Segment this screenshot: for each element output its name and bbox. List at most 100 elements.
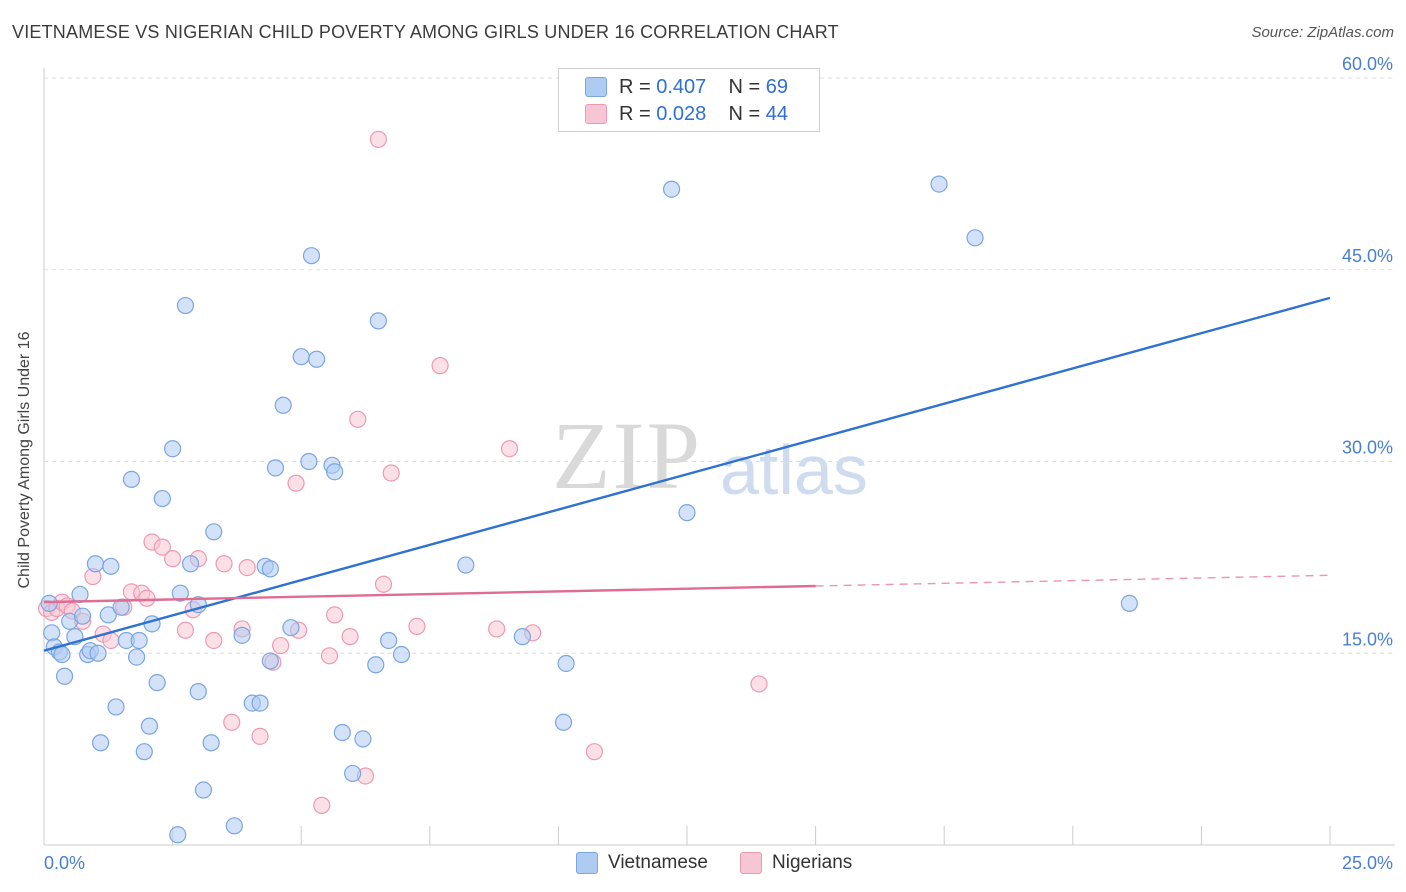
vietnamese-point xyxy=(73,607,92,625)
x-tick-label: 0.0% xyxy=(44,853,85,873)
vietnamese-point xyxy=(380,631,398,650)
nigerians-point xyxy=(374,575,393,593)
vietnamese-point xyxy=(194,781,213,799)
vietnamese-point xyxy=(225,817,243,835)
vietnamese-point xyxy=(966,229,984,247)
legend-label-vietnamese: Vietnamese xyxy=(608,852,708,873)
vietnamese-point xyxy=(392,645,411,664)
vietnamese-point xyxy=(326,463,344,481)
nigerians-point xyxy=(205,631,223,650)
vietnamese-point xyxy=(308,350,326,368)
legend-r-value: 0.028 xyxy=(656,102,707,125)
vietnamese-point xyxy=(107,698,125,716)
vietnamese-point xyxy=(112,598,130,616)
legend-r-label: R = xyxy=(619,102,651,125)
vietnamese-point xyxy=(282,619,300,637)
vietnamese-point xyxy=(43,624,61,642)
vietnamese-point xyxy=(274,396,292,414)
x-tick-label: 25.0% xyxy=(1342,853,1393,873)
legend-row-nigerians: R = 0.028 N = 44 xyxy=(585,102,788,126)
nigerians-point xyxy=(750,675,768,693)
vietnamese-point xyxy=(233,626,251,644)
vietnamese-point xyxy=(302,247,321,265)
source-label: Source: ZipAtlas.com xyxy=(1251,24,1394,41)
vietnamese-point xyxy=(130,631,148,650)
nigerians-point xyxy=(488,620,506,638)
vietnamese-point xyxy=(171,584,189,602)
vietnamese-point xyxy=(55,667,74,685)
nigerians-point xyxy=(164,550,182,568)
vietnamese-point xyxy=(40,594,58,612)
y-tick-label: 15.0% xyxy=(1342,629,1393,649)
vietnamese-point xyxy=(266,459,285,477)
nigerians-point xyxy=(176,621,195,639)
vietnamese-point xyxy=(164,440,182,458)
vietnamese-point xyxy=(354,730,372,748)
nigerians-point xyxy=(349,410,367,428)
vietnamese-point xyxy=(300,452,318,471)
nigerians-point xyxy=(153,538,171,556)
chart-title: VIETNAMESE VS NIGERIAN CHILD POVERTY AMO… xyxy=(12,22,839,42)
vietnamese-point xyxy=(143,615,161,633)
nigerians-point xyxy=(223,713,241,731)
vietnamese-point xyxy=(1120,594,1138,612)
vietnamese-point xyxy=(557,654,575,673)
vietnamese-point xyxy=(554,713,573,731)
vietnamese-point xyxy=(457,556,475,574)
nigerians-point xyxy=(341,628,359,646)
nigerians-trend-extension xyxy=(815,574,1331,587)
nigerians-point xyxy=(382,464,400,482)
vietnamese-point xyxy=(89,644,107,662)
legend-n-value: 44 xyxy=(765,102,789,125)
y-tick-label: 45.0% xyxy=(1342,246,1393,266)
vietnamese-point xyxy=(930,175,948,193)
nigerians-point xyxy=(408,617,426,636)
nigerians-point xyxy=(251,727,269,745)
vietnamese-point xyxy=(202,734,220,752)
vietnamese-point xyxy=(333,723,351,742)
vietnamese-point xyxy=(251,694,269,712)
legend-n-value: 69 xyxy=(765,75,789,98)
legend-label-nigerians: Nigerians xyxy=(772,852,853,873)
legend-n-label: N = xyxy=(728,75,761,98)
vietnamese-point xyxy=(662,180,681,198)
vietnamese-point xyxy=(261,652,279,670)
nigerians-points xyxy=(37,130,768,814)
vietnamese-point xyxy=(292,348,310,366)
nigerians-point xyxy=(585,743,604,761)
legend-r-label: R = xyxy=(619,75,651,98)
vietnamese-point xyxy=(102,557,120,575)
y-tick-label: 60.0% xyxy=(1342,54,1393,74)
nigerians-point xyxy=(369,130,387,148)
vietnamese-point xyxy=(71,585,89,604)
vietnamese-point xyxy=(122,470,141,488)
vietnamese-point xyxy=(367,656,385,674)
nigerians-point xyxy=(215,555,233,573)
y-tick-label: 30.0% xyxy=(1342,438,1393,458)
vietnamese-point xyxy=(205,523,223,541)
legend-swatch-nigerians xyxy=(740,852,762,874)
legend-item-vietnamese[interactable]: Vietnamese xyxy=(576,852,708,874)
vietnamese-point xyxy=(182,555,200,573)
legend-n-label: N = xyxy=(728,102,761,125)
trend-lines xyxy=(43,296,1331,652)
legend-item-nigerians[interactable]: Nigerians xyxy=(740,852,852,874)
series-legend: Vietnamese Nigerians xyxy=(576,852,884,874)
vietnamese-point xyxy=(135,743,153,761)
nigerians-point xyxy=(238,559,256,577)
vietnamese-points xyxy=(40,175,1138,844)
vietnamese-point xyxy=(140,717,159,735)
nigerians-point xyxy=(500,440,519,458)
axes xyxy=(43,68,1395,846)
vietnamese-point xyxy=(261,560,279,578)
vietnamese-point xyxy=(678,504,696,522)
vietnamese-point xyxy=(148,674,166,692)
nigerians-point xyxy=(326,606,344,624)
vietnamese-point xyxy=(176,296,195,315)
vietnamese-point xyxy=(344,764,362,783)
nigerians-point xyxy=(320,647,339,665)
tick-labels: 15.0% 30.0% 45.0% 60.0% 0.0% 25.0% xyxy=(44,54,1393,873)
legend-swatch-vietnamese xyxy=(585,77,607,97)
nigerians-point xyxy=(313,796,331,814)
